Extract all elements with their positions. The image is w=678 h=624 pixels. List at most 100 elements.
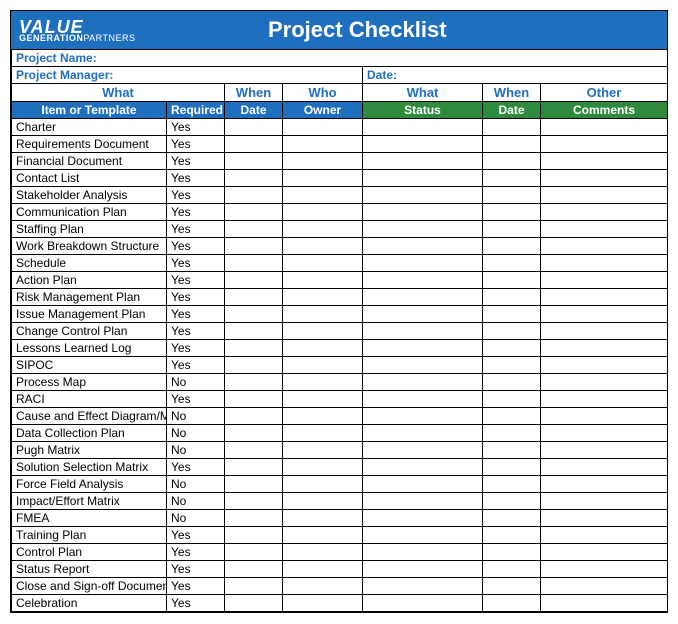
cell-date-planned bbox=[225, 391, 283, 408]
cell-comments bbox=[541, 459, 668, 476]
cell-date-actual bbox=[483, 442, 541, 459]
cell-status bbox=[363, 578, 483, 595]
table-row: SIPOCYes bbox=[12, 357, 668, 374]
cell-required: Yes bbox=[167, 340, 225, 357]
cell-owner bbox=[283, 306, 363, 323]
checklist-sheet: VALUE GENERATIONPARTNERS Project Checkli… bbox=[10, 10, 668, 613]
cell-owner bbox=[283, 136, 363, 153]
table-row: CelebrationYes bbox=[12, 595, 668, 612]
cell-item: SIPOC bbox=[12, 357, 167, 374]
cell-item: Force Field Analysis bbox=[12, 476, 167, 493]
cell-required: No bbox=[167, 425, 225, 442]
cell-item: Communication Plan bbox=[12, 204, 167, 221]
cell-owner bbox=[283, 578, 363, 595]
cell-date-planned bbox=[225, 357, 283, 374]
cell-date-planned bbox=[225, 374, 283, 391]
cell-item: Lessons Learned Log bbox=[12, 340, 167, 357]
cell-comments bbox=[541, 187, 668, 204]
cell-required: Yes bbox=[167, 136, 225, 153]
cell-required: Yes bbox=[167, 119, 225, 136]
cell-comments bbox=[541, 170, 668, 187]
cell-owner bbox=[283, 119, 363, 136]
col-comments: Comments bbox=[541, 102, 668, 119]
cell-date-actual bbox=[483, 527, 541, 544]
cell-comments bbox=[541, 527, 668, 544]
table-row: FMEANo bbox=[12, 510, 668, 527]
cell-comments bbox=[541, 408, 668, 425]
cell-required: Yes bbox=[167, 272, 225, 289]
cell-required: Yes bbox=[167, 391, 225, 408]
cell-item: Training Plan bbox=[12, 527, 167, 544]
cell-status bbox=[363, 561, 483, 578]
title-banner: VALUE GENERATIONPARTNERS Project Checkli… bbox=[11, 11, 667, 49]
project-manager-label: Project Manager: bbox=[12, 67, 363, 84]
cell-owner bbox=[283, 493, 363, 510]
cell-item: Action Plan bbox=[12, 272, 167, 289]
table-row: Cause and Effect Diagram/MatrixNo bbox=[12, 408, 668, 425]
cell-required: Yes bbox=[167, 595, 225, 612]
cell-status bbox=[363, 340, 483, 357]
cell-owner bbox=[283, 510, 363, 527]
cell-date-actual bbox=[483, 459, 541, 476]
cell-date-planned bbox=[225, 289, 283, 306]
cell-date-actual bbox=[483, 187, 541, 204]
cell-date-planned bbox=[225, 187, 283, 204]
cell-required: Yes bbox=[167, 306, 225, 323]
cell-owner bbox=[283, 561, 363, 578]
cell-comments bbox=[541, 578, 668, 595]
cell-owner bbox=[283, 595, 363, 612]
group-what-right: What bbox=[363, 84, 483, 102]
cell-date-planned bbox=[225, 238, 283, 255]
cell-date-planned bbox=[225, 153, 283, 170]
cell-item: Stakeholder Analysis bbox=[12, 187, 167, 204]
group-who: Who bbox=[283, 84, 363, 102]
group-what-left: What bbox=[12, 84, 225, 102]
cell-owner bbox=[283, 323, 363, 340]
cell-status bbox=[363, 153, 483, 170]
table-row: Issue Management PlanYes bbox=[12, 306, 668, 323]
cell-comments bbox=[541, 595, 668, 612]
cell-owner bbox=[283, 527, 363, 544]
cell-date-actual bbox=[483, 391, 541, 408]
cell-item: Financial Document bbox=[12, 153, 167, 170]
cell-status bbox=[363, 306, 483, 323]
cell-date-planned bbox=[225, 340, 283, 357]
cell-date-planned bbox=[225, 136, 283, 153]
cell-date-planned bbox=[225, 306, 283, 323]
cell-item: Pugh Matrix bbox=[12, 442, 167, 459]
cell-required: No bbox=[167, 374, 225, 391]
meta-row-project-name: Project Name: bbox=[12, 50, 668, 67]
cell-item: Close and Sign-off Document bbox=[12, 578, 167, 595]
cell-status bbox=[363, 527, 483, 544]
cell-status bbox=[363, 221, 483, 238]
cell-required: No bbox=[167, 493, 225, 510]
col-status: Status bbox=[363, 102, 483, 119]
cell-date-planned bbox=[225, 272, 283, 289]
cell-status bbox=[363, 408, 483, 425]
cell-comments bbox=[541, 119, 668, 136]
cell-date-actual bbox=[483, 153, 541, 170]
group-other: Other bbox=[541, 84, 668, 102]
group-when-right: When bbox=[483, 84, 541, 102]
cell-item: Staffing Plan bbox=[12, 221, 167, 238]
cell-status bbox=[363, 136, 483, 153]
cell-required: Yes bbox=[167, 578, 225, 595]
cell-owner bbox=[283, 255, 363, 272]
cell-comments bbox=[541, 306, 668, 323]
cell-item: Process Map bbox=[12, 374, 167, 391]
col-required: Required bbox=[167, 102, 225, 119]
cell-owner bbox=[283, 459, 363, 476]
cell-item: Charter bbox=[12, 119, 167, 136]
column-header-row: Item or Template Required Date Owner Sta… bbox=[12, 102, 668, 119]
page-title: Project Checklist bbox=[136, 17, 659, 43]
cell-status bbox=[363, 170, 483, 187]
table-row: Impact/Effort MatrixNo bbox=[12, 493, 668, 510]
cell-item: Impact/Effort Matrix bbox=[12, 493, 167, 510]
cell-date-actual bbox=[483, 238, 541, 255]
cell-status bbox=[363, 119, 483, 136]
table-row: Change Control PlanYes bbox=[12, 323, 668, 340]
cell-status bbox=[363, 442, 483, 459]
cell-date-planned bbox=[225, 578, 283, 595]
cell-required: Yes bbox=[167, 357, 225, 374]
cell-required: Yes bbox=[167, 255, 225, 272]
